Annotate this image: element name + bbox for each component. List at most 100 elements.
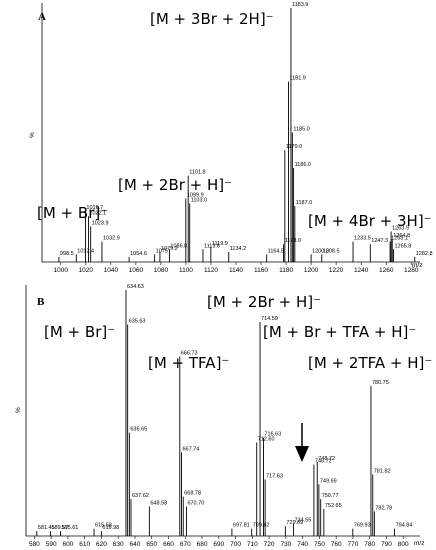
- x-tick-label: 1100: [179, 267, 193, 274]
- peak-label: 1019.7: [86, 205, 103, 211]
- x-tick-label: 1120: [204, 267, 218, 274]
- peak-label: 748.72: [318, 456, 335, 462]
- x-tick-label: 780: [364, 541, 375, 548]
- peak-label: 648.58: [150, 500, 167, 506]
- peak-label: 729.69: [286, 520, 303, 526]
- x-axis-label: m/z: [414, 540, 424, 547]
- y-axis-label: %: [29, 132, 36, 138]
- peak-label: 782.78: [375, 505, 392, 511]
- peak-label: 1186.0: [295, 162, 311, 168]
- peak-label: 1200.0: [312, 248, 329, 254]
- peak-label: 1263.9: [392, 226, 409, 232]
- x-tick-label: 1020: [79, 267, 94, 274]
- peak-label: 1119.9: [212, 241, 228, 247]
- x-tick-label: 620: [96, 541, 107, 548]
- peak-label: 749.69: [320, 478, 337, 484]
- annotation: [M + Br]⁻: [37, 204, 108, 222]
- peak-label: 752.65: [325, 503, 342, 509]
- peak-label: 670.70: [187, 500, 204, 506]
- x-tick-label: 650: [146, 541, 157, 548]
- peak-label: 1233.5: [354, 236, 371, 242]
- peak-label: 667.74: [182, 446, 199, 452]
- peak-label: 1032.9: [103, 236, 120, 242]
- x-tick-label: 590: [46, 541, 57, 548]
- peak-label: 717.63: [266, 473, 283, 479]
- peak-label: 1079.2: [161, 246, 178, 252]
- peak-label: 712.60: [258, 437, 275, 443]
- peak-label: 1101.8: [189, 170, 205, 176]
- peak-label: 1208.5: [323, 248, 340, 254]
- x-tick-label: 610: [79, 541, 90, 548]
- peak-label: 1181.9: [289, 76, 305, 82]
- x-tick-label: 720: [264, 541, 275, 548]
- x-tick-label: 1200: [304, 267, 319, 274]
- panel-label: A: [38, 11, 46, 23]
- peak-label: 636.65: [130, 427, 147, 433]
- peak-label: 780.75: [372, 380, 389, 386]
- peak-label: 998.5: [60, 251, 74, 257]
- peak-label: 794.84: [396, 523, 413, 529]
- peak-label: 581.45: [38, 525, 55, 531]
- peak-label: 1164.5: [268, 248, 284, 254]
- x-tick-label: 1280: [404, 267, 419, 274]
- x-tick-label: 770: [348, 541, 359, 548]
- x-tick-label: 1180: [279, 267, 293, 274]
- x-tick-label: 630: [113, 541, 124, 548]
- peak-label: 637.62: [132, 493, 149, 499]
- peak-label: 1282.8: [416, 251, 433, 257]
- peak-label: 666.73: [181, 350, 198, 356]
- peak-label: 619.98: [102, 525, 119, 531]
- x-tick-label: 670: [180, 541, 191, 548]
- peak-label: 1264.8: [393, 233, 410, 239]
- peak-label: 1185.0: [293, 126, 309, 132]
- x-tick-label: 580: [29, 541, 40, 548]
- peak-label: 634.63: [127, 284, 144, 290]
- x-tick-label: 1260: [379, 267, 394, 274]
- x-tick-label: 710: [247, 541, 258, 548]
- peak-label: 769.93: [354, 523, 371, 529]
- x-tick-label: 700: [230, 541, 241, 548]
- peak-label: 1263.1: [391, 236, 408, 242]
- annotation: [M + 2Br + H]⁻: [207, 293, 321, 311]
- x-axis-label: m/z: [412, 262, 422, 269]
- peak-label: 709.62: [253, 523, 270, 529]
- peak-label: 714.59: [261, 316, 278, 322]
- annotation: [M + 2TFA + H]⁻: [308, 354, 432, 372]
- annotation: [M + 3Br + 2H]⁻: [150, 10, 274, 28]
- annotation: [M + Br + TFA + H]⁻: [263, 323, 416, 341]
- peak-label: 615.58: [95, 523, 112, 529]
- x-tick-label: 760: [331, 541, 342, 548]
- x-tick-label: 1240: [354, 267, 369, 274]
- peak-label: 1187.0: [296, 200, 312, 206]
- peak-label: 1247.3: [371, 238, 388, 244]
- peak-label: 697.81: [233, 523, 250, 529]
- peak-label: 781.82: [374, 469, 391, 475]
- peak-label: 734.55: [295, 518, 312, 524]
- peak-label: 1054.6: [130, 251, 147, 257]
- x-tick-label: 600: [62, 541, 73, 548]
- peak-label: 1265.8: [394, 243, 411, 249]
- x-tick-label: 680: [197, 541, 208, 548]
- y-axis-label: %: [15, 407, 22, 413]
- panel-label: B: [37, 296, 45, 308]
- peak-label: 1179.0: [286, 144, 302, 150]
- x-tick-label: 690: [213, 541, 224, 548]
- x-tick-label: 1040: [104, 267, 119, 274]
- peak-label: 1023.9: [92, 220, 109, 226]
- peak-label: 1099.9: [187, 193, 204, 199]
- x-tick-label: 1060: [129, 267, 144, 274]
- peak-label: 1086.8: [170, 243, 187, 249]
- arrow-head: [295, 446, 309, 462]
- x-tick-label: 740: [297, 541, 308, 548]
- peak-label: 1075: [156, 248, 168, 254]
- peak-label: 1134.2: [230, 246, 246, 252]
- annotation: [M + TFA]⁻: [148, 354, 229, 372]
- peak-label: 668.78: [184, 491, 201, 497]
- x-tick-label: 660: [163, 541, 174, 548]
- peak-label: 1103.0: [191, 198, 207, 204]
- peak-label: 750.77: [322, 493, 339, 499]
- x-tick-label: 1000: [54, 267, 69, 274]
- peak-label: 1113.6: [204, 243, 220, 249]
- annotation: [M + Br]⁻: [44, 323, 115, 341]
